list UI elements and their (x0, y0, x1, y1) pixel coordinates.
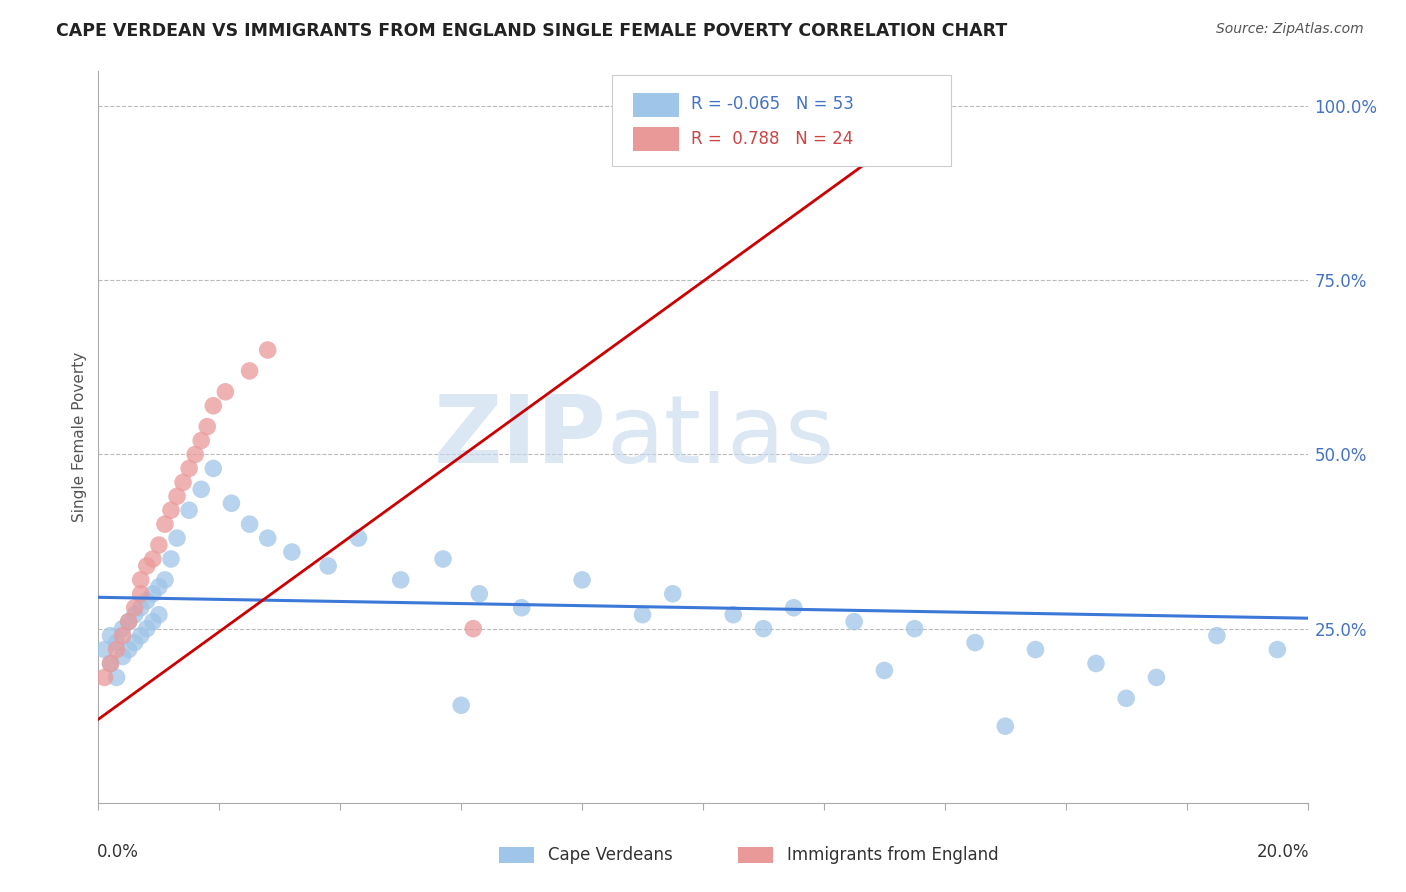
Point (148, 580, 170, 594)
Text: atlas: atlas (606, 391, 835, 483)
Point (844, 615, 866, 629)
Point (723, 607, 745, 622)
Point (166, 531, 188, 545)
Point (256, 531, 278, 545)
Point (994, 719, 1017, 733)
Point (100, 657, 122, 671)
Point (129, 573, 152, 587)
Point (631, 607, 654, 622)
Point (142, 615, 165, 629)
Point (752, 622, 775, 636)
Point (129, 587, 152, 601)
Text: R =  0.788   N = 24: R = 0.788 N = 24 (690, 129, 853, 148)
Point (510, 600, 533, 615)
Point (135, 622, 157, 636)
Point (214, 384, 236, 399)
Point (179, 461, 201, 475)
Point (873, 664, 896, 678)
Point (142, 552, 165, 566)
Point (172, 475, 194, 490)
Point (1085, 657, 1108, 671)
Text: Immigrants from England: Immigrants from England (787, 846, 1000, 863)
Point (450, 698, 472, 713)
Point (316, 558, 339, 573)
Point (118, 615, 141, 629)
Point (202, 461, 225, 475)
Point (135, 594, 157, 608)
Point (105, 670, 128, 684)
Point (184, 448, 207, 462)
Point (111, 622, 134, 636)
Point (166, 489, 188, 503)
Point (190, 483, 212, 497)
Point (105, 642, 128, 657)
Point (281, 545, 304, 559)
Point (389, 573, 412, 587)
Point (135, 558, 157, 573)
Point (1115, 691, 1137, 706)
Point (1144, 670, 1167, 684)
FancyBboxPatch shape (633, 127, 679, 151)
Point (202, 399, 225, 413)
Point (118, 615, 141, 629)
Point (100, 657, 122, 671)
Point (124, 600, 146, 615)
Point (148, 607, 170, 622)
Point (129, 629, 152, 643)
Point (571, 573, 593, 587)
Point (118, 642, 141, 657)
Text: Source: ZipAtlas.com: Source: ZipAtlas.com (1216, 22, 1364, 37)
Point (100, 629, 122, 643)
Point (1206, 629, 1229, 643)
Text: Cape Verdeans: Cape Verdeans (548, 846, 673, 863)
Text: 0.0%: 0.0% (97, 843, 139, 861)
Point (124, 635, 146, 649)
Text: ZIP: ZIP (433, 391, 606, 483)
Point (160, 503, 183, 517)
Point (347, 531, 370, 545)
FancyBboxPatch shape (613, 75, 950, 167)
Point (153, 573, 176, 587)
Point (111, 649, 134, 664)
Point (661, 587, 683, 601)
Point (93, 670, 115, 684)
Point (221, 496, 243, 510)
Point (190, 434, 212, 448)
Point (239, 364, 262, 378)
Point (463, 622, 485, 636)
Point (1267, 642, 1289, 657)
Point (432, 552, 454, 566)
Point (179, 503, 201, 517)
Point (256, 343, 278, 357)
Point (468, 587, 491, 601)
Point (160, 552, 183, 566)
Point (239, 517, 262, 532)
Point (111, 629, 134, 643)
Text: R = -0.065   N = 53: R = -0.065 N = 53 (690, 95, 853, 113)
Point (1024, 642, 1046, 657)
FancyBboxPatch shape (633, 93, 679, 117)
Point (124, 607, 146, 622)
Point (142, 587, 165, 601)
Text: CAPE VERDEAN VS IMMIGRANTS FROM ENGLAND SINGLE FEMALE POVERTY CORRELATION CHART: CAPE VERDEAN VS IMMIGRANTS FROM ENGLAND … (56, 22, 1008, 40)
Point (129, 600, 152, 615)
Text: 20.0%: 20.0% (1257, 843, 1309, 861)
Point (195, 419, 218, 434)
Point (153, 517, 176, 532)
Point (783, 600, 806, 615)
Point (148, 538, 170, 552)
Y-axis label: Single Female Poverty: Single Female Poverty (72, 352, 87, 522)
Point (93, 642, 115, 657)
Point (105, 635, 128, 649)
Point (904, 622, 927, 636)
Point (965, 635, 987, 649)
